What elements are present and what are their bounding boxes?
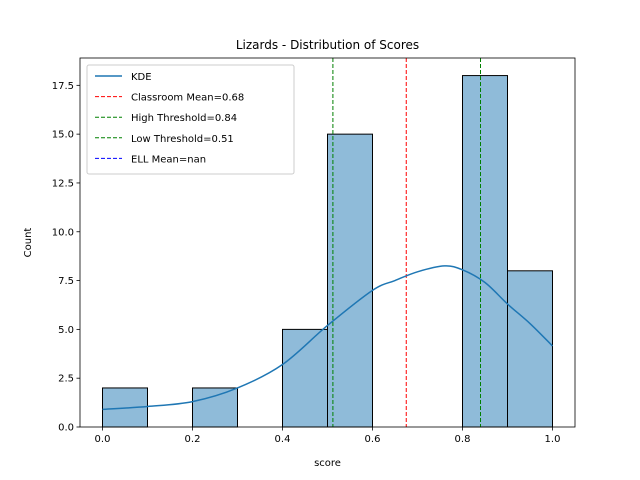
y-tick-label: 0.0 — [58, 423, 74, 434]
y-axis: 0.0 2.5 5.0 7.5 10.0 12.5 15.0 17.5 — [52, 81, 80, 434]
x-tick-label: 0.4 — [275, 434, 291, 445]
histogram-bar — [327, 133, 373, 428]
y-tick-label: 15.0 — [52, 130, 74, 141]
kde-curve-group — [102, 265, 554, 411]
histogram-bar — [507, 270, 553, 428]
plot-frame — [79, 57, 576, 428]
histogram-bar — [462, 75, 508, 428]
x-tick-label: 1.0 — [545, 434, 561, 445]
kde-curve — [102, 265, 554, 411]
legend-label: KDE — [131, 72, 152, 83]
y-tick-label: 7.5 — [58, 276, 74, 287]
y-tick-label: 10.0 — [52, 227, 74, 238]
legend-label: ELL Mean=nan — [131, 154, 206, 165]
chart-title: Lizards - Distribution of Scores — [236, 38, 419, 52]
x-tick-label: 0.6 — [365, 434, 381, 445]
legend: KDE Classroom Mean=0.68 High Threshold=0.8… — [86, 64, 295, 175]
x-tick-label: 0.8 — [455, 434, 471, 445]
y-axis-label: Count — [23, 228, 34, 258]
y-tick-label: 17.5 — [52, 81, 74, 92]
histogram-bar — [192, 387, 238, 428]
y-tick-label: 5.0 — [58, 325, 74, 336]
histogram-bars — [102, 75, 553, 428]
legend-box — [86, 64, 295, 175]
y-tick-label: 12.5 — [52, 178, 74, 189]
y-tick-label: 2.5 — [58, 374, 74, 385]
x-axis-label: score — [314, 458, 341, 469]
x-tick-label: 0.0 — [95, 434, 111, 445]
legend-label: Low Threshold=0.51 — [131, 134, 234, 145]
histogram-bar — [282, 328, 328, 428]
legend-label: Classroom Mean=0.68 — [131, 93, 244, 104]
legend-label: High Threshold=0.84 — [131, 113, 237, 124]
x-tick-label: 0.2 — [185, 434, 201, 445]
x-axis: 0.0 0.2 0.4 0.6 0.8 1.0 — [95, 427, 561, 445]
reference-lines — [332, 58, 481, 427]
